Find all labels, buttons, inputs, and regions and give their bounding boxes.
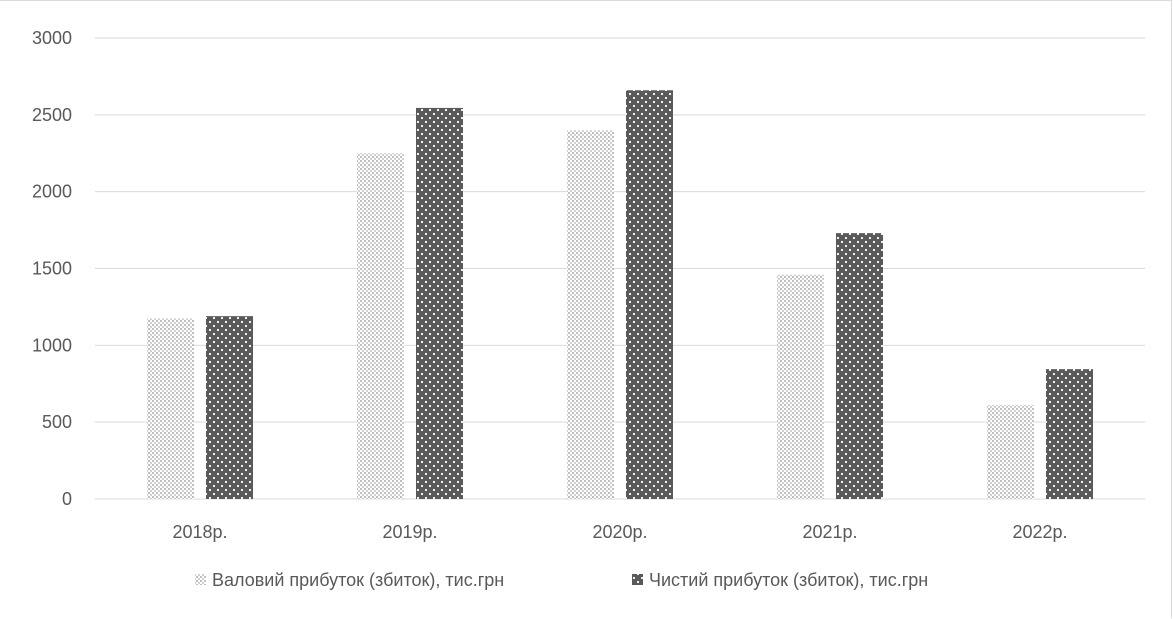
x-tick-label: 2018р. (172, 522, 227, 542)
x-tick-label: 2020р. (592, 522, 647, 542)
bar-series-2 (626, 90, 673, 499)
x-axis-ticks: 2018р. 2019р. 2020р. 2021р. 2022р. (172, 522, 1067, 542)
bar-series-2 (416, 107, 463, 499)
bar-series-2 (1046, 369, 1093, 499)
y-tick-label: 1000 (32, 335, 72, 355)
bar-series-1 (567, 130, 614, 499)
y-tick-label: 1500 (32, 259, 72, 279)
x-tick-label: 2022р. (1012, 522, 1067, 542)
bar-series-1 (357, 153, 404, 499)
bar-series-1 (987, 405, 1034, 499)
legend: Валовий прибуток (збиток), тис.грн Чистий… (195, 570, 928, 590)
y-axis-ticks: 0 500 1000 1500 2000 2500 3000 (32, 28, 72, 509)
legend-swatch-2 (632, 574, 643, 585)
bar-series-1 (777, 274, 824, 499)
legend-swatch-1 (195, 574, 206, 585)
x-tick-label: 2019р. (382, 522, 437, 542)
gridlines (95, 37, 1145, 500)
x-tick-label: 2021р. (802, 522, 857, 542)
y-tick-label: 3000 (32, 28, 72, 48)
y-tick-label: 500 (42, 412, 72, 432)
y-tick-label: 0 (62, 489, 72, 509)
bar-series-1 (147, 318, 194, 499)
y-tick-label: 2000 (32, 182, 72, 202)
bar-series-2 (836, 233, 883, 499)
bar-series-2 (206, 316, 253, 499)
legend-label-2: Чистий прибуток (збиток), тис.грн (649, 570, 928, 590)
y-tick-label: 2500 (32, 105, 72, 125)
legend-label-1: Валовий прибуток (збиток), тис.грн (212, 570, 504, 590)
bars (147, 90, 1093, 499)
